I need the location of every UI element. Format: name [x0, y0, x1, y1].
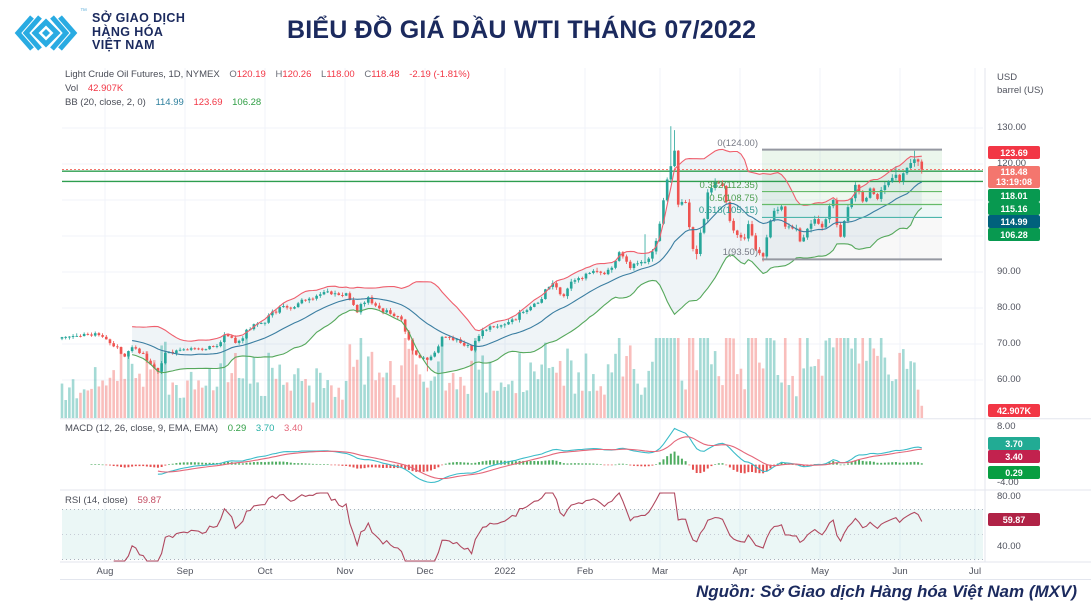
low-value: 118.00 [326, 69, 355, 80]
bb-lower-value: 106.28 [232, 97, 262, 108]
close-value: 118.48 [371, 69, 400, 80]
rsi-label: RSI (14, close) [65, 495, 128, 506]
trading-chart-canvas[interactable] [60, 68, 1091, 580]
page-title: BIỂU ĐỒ GIÁ DẦU WTI THÁNG 07/2022 [287, 16, 757, 44]
volume-label: Vol [65, 83, 79, 94]
bb-basis-value: 114.99 [155, 97, 184, 108]
symbol-label: Light Crude Oil Futures, 1D, NYMEX [65, 69, 220, 80]
exchange-name: SỞ GIAO DỊCH HÀNG HÓA VIỆT NAM [92, 11, 186, 53]
price-pane-legend: Light Crude Oil Futures, 1D, NYMEX O120.… [65, 69, 470, 80]
bollinger-legend: BB (20, close, 2, 0) 114.99 123.69 106.2… [65, 97, 261, 108]
mxv-logo-icon [14, 15, 78, 51]
macd-label: MACD (12, 26, close, 9, EMA, EMA) [65, 423, 219, 434]
source-note: Nguồn: Sở Giao dịch Hàng hóa Việt Nam (M… [695, 582, 1077, 601]
rsi-value: 59.87 [137, 495, 162, 506]
open-value: 120.19 [236, 69, 266, 80]
exchange-name-line3: VIỆT NAM [92, 38, 155, 52]
high-value: 120.26 [282, 69, 312, 80]
trademark-symbol: ™ [80, 8, 87, 15]
rsi-legend: RSI (14, close) 59.87 [65, 495, 161, 506]
macd-signal-value: 3.40 [284, 423, 303, 434]
volume-legend: Vol 42.907K [65, 83, 123, 94]
macd-hist-value: 0.29 [227, 423, 247, 434]
bb-label: BB (20, close, 2, 0) [65, 97, 146, 108]
change-value: -2.19 (-1.81%) [409, 69, 470, 80]
low-label: L [321, 69, 327, 80]
macd-line-value: 3.70 [255, 423, 275, 434]
exchange-name-line2: HÀNG HÓA [92, 24, 164, 39]
exchange-name-line1: SỞ GIAO DỊCH [92, 11, 186, 25]
volume-value: 42.907K [87, 83, 124, 94]
close-label: C [364, 69, 372, 80]
open-label: O [229, 69, 237, 80]
bb-upper-value: 123.69 [193, 97, 223, 108]
high-label: H [275, 69, 283, 80]
macd-legend: MACD (12, 26, close, 9, EMA, EMA) 0.29 3… [65, 423, 303, 434]
